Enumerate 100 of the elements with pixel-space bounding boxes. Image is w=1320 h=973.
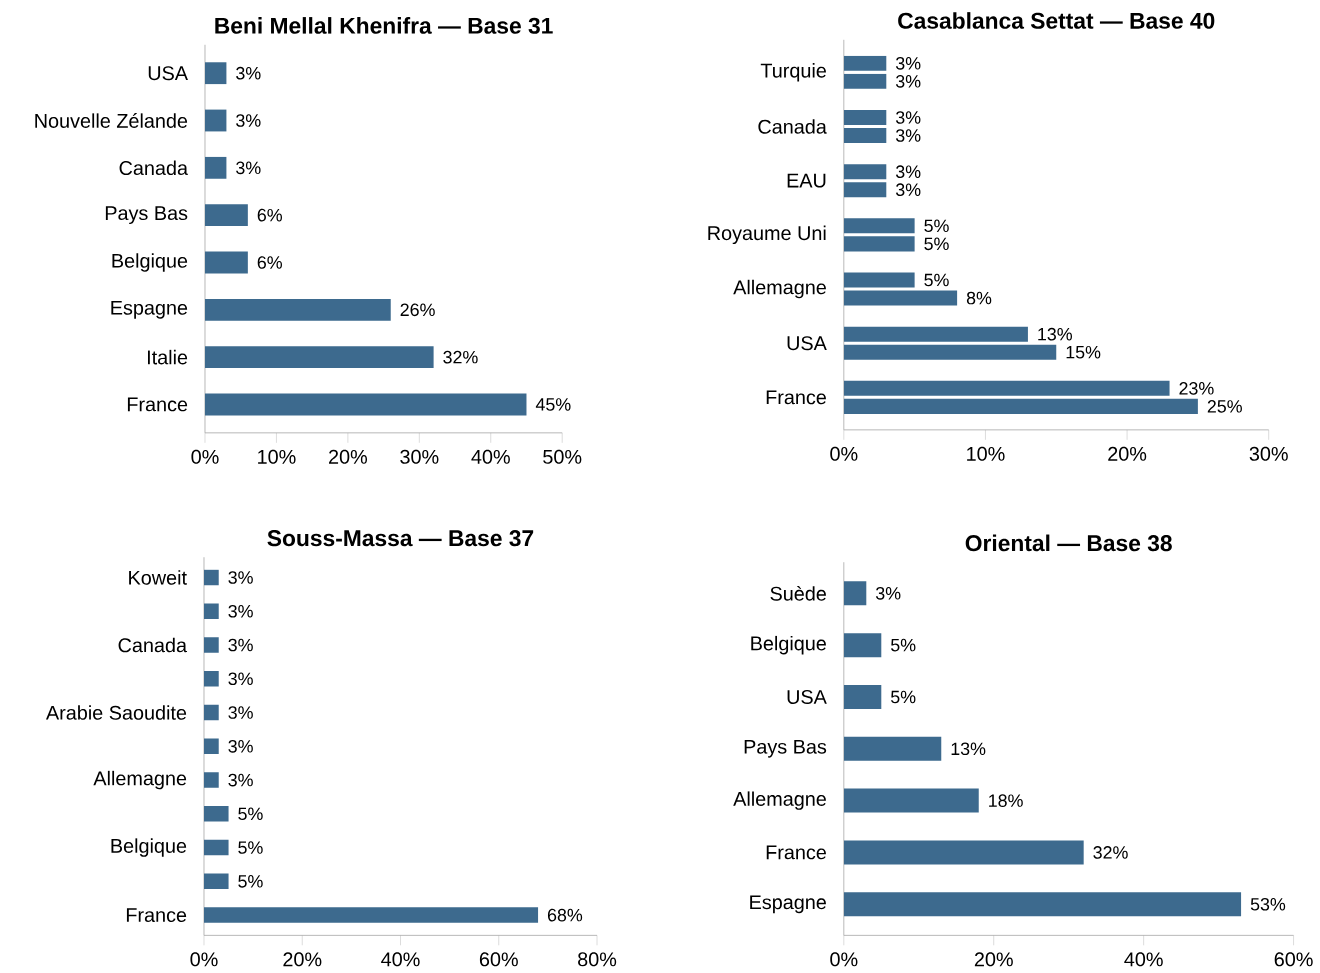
bar <box>203 569 219 586</box>
chart-title: Beni Mellal Khenifra — Base 31 <box>215 17 553 34</box>
bar <box>203 603 219 619</box>
bar <box>203 839 229 856</box>
y-tick-label: Belgique <box>112 253 188 272</box>
bar <box>843 380 1170 396</box>
bar <box>203 704 219 721</box>
data-label: 3% <box>895 129 921 142</box>
y-tick-label: Nouvelle Zélande <box>35 113 188 128</box>
bar <box>203 738 219 754</box>
data-label: 3% <box>895 56 921 70</box>
data-label: 3% <box>895 74 921 88</box>
data-label: 3% <box>875 586 901 600</box>
bar <box>843 127 887 143</box>
data-label: 32% <box>443 350 478 364</box>
y-tick-label: Italie <box>147 349 188 365</box>
y-tick-label: France <box>766 845 826 860</box>
y-tick-label: USA <box>148 66 188 81</box>
data-label: 3% <box>236 114 261 127</box>
bar <box>843 840 1084 865</box>
y-tick-label: USA <box>787 336 827 351</box>
data-label: 68% <box>547 908 583 922</box>
y-tick-label: Pays Bas <box>105 206 188 224</box>
x-tick-label: 40% <box>471 449 510 464</box>
data-label: 18% <box>989 794 1023 807</box>
y-tick-label: Belgique <box>751 635 826 655</box>
bar <box>843 164 887 180</box>
x-tick-label: 10% <box>967 446 1005 461</box>
data-label: 5% <box>924 273 949 287</box>
bar <box>843 182 887 198</box>
data-label: 53% <box>1250 897 1286 911</box>
data-label: 3% <box>895 183 921 196</box>
y-tick-label: Allemagne <box>93 770 187 790</box>
y-tick-label: Canada <box>758 119 827 134</box>
y-tick-label: France <box>766 390 826 405</box>
data-label: 3% <box>228 773 253 787</box>
x-tick-label: 60% <box>1274 952 1313 967</box>
bar <box>203 907 539 923</box>
bar <box>843 736 942 761</box>
data-label: 3% <box>228 706 253 719</box>
bar <box>204 346 434 368</box>
data-label: 3% <box>895 165 921 178</box>
x-tick-label: 80% <box>578 952 617 967</box>
y-tick-label: Canada <box>118 637 188 653</box>
bar <box>843 73 887 89</box>
data-label: 5% <box>238 807 263 821</box>
bar <box>843 55 887 71</box>
bar <box>204 109 227 132</box>
data-label: 45% <box>535 398 571 411</box>
bar <box>203 873 229 889</box>
x-tick-label: 20% <box>974 952 1013 967</box>
bar <box>843 236 915 252</box>
bar <box>843 684 882 709</box>
x-tick-label: 40% <box>1124 952 1163 967</box>
x-tick-label: 10% <box>258 449 296 464</box>
bar <box>204 298 391 321</box>
y-tick-label: EAU <box>787 173 826 188</box>
data-label: 3% <box>236 161 261 175</box>
data-label: 26% <box>400 303 435 317</box>
data-label: 3% <box>236 66 261 80</box>
data-label: 3% <box>228 739 253 753</box>
data-label: 5% <box>891 638 916 652</box>
bar <box>204 204 248 226</box>
data-label: 5% <box>924 219 949 233</box>
y-tick-label: USA <box>787 689 827 704</box>
x-tick-label: 30% <box>1249 446 1288 461</box>
y-tick-label: Royaume Uni <box>708 225 826 244</box>
y-tick-label: Turquie <box>760 63 826 82</box>
bar <box>843 109 887 125</box>
bar <box>843 290 958 306</box>
bar <box>843 892 1242 917</box>
x-tick-label: 20% <box>1108 446 1147 461</box>
data-label: 8% <box>966 291 992 305</box>
y-tick-label: Allemagne <box>733 791 826 810</box>
x-tick-label: 0% <box>190 952 218 967</box>
x-tick-label: 40% <box>381 952 420 967</box>
bar <box>204 251 248 274</box>
x-tick-label: 50% <box>543 449 582 464</box>
data-label: 3% <box>895 111 921 124</box>
y-tick-label: France <box>127 397 188 412</box>
x-tick-label: 0% <box>191 449 219 464</box>
y-tick-label: Koweit <box>129 570 187 585</box>
y-tick-label: Suède <box>770 585 826 601</box>
bar <box>843 581 867 606</box>
x-tick-label: 20% <box>283 952 322 967</box>
bar <box>843 788 979 813</box>
data-label: 3% <box>228 638 253 652</box>
bar <box>203 772 219 788</box>
y-tick-label: Canada <box>119 160 189 176</box>
data-label: 15% <box>1066 345 1101 359</box>
data-label: 5% <box>238 874 263 888</box>
data-label: 5% <box>891 690 916 704</box>
bar <box>843 344 1057 360</box>
data-label: 6% <box>257 208 282 222</box>
bar <box>843 633 882 658</box>
bar <box>843 218 915 234</box>
chart-title: Souss-Massa — Base 37 <box>267 530 534 547</box>
data-label: 5% <box>238 841 263 854</box>
bar <box>203 806 229 822</box>
bar <box>203 670 219 687</box>
